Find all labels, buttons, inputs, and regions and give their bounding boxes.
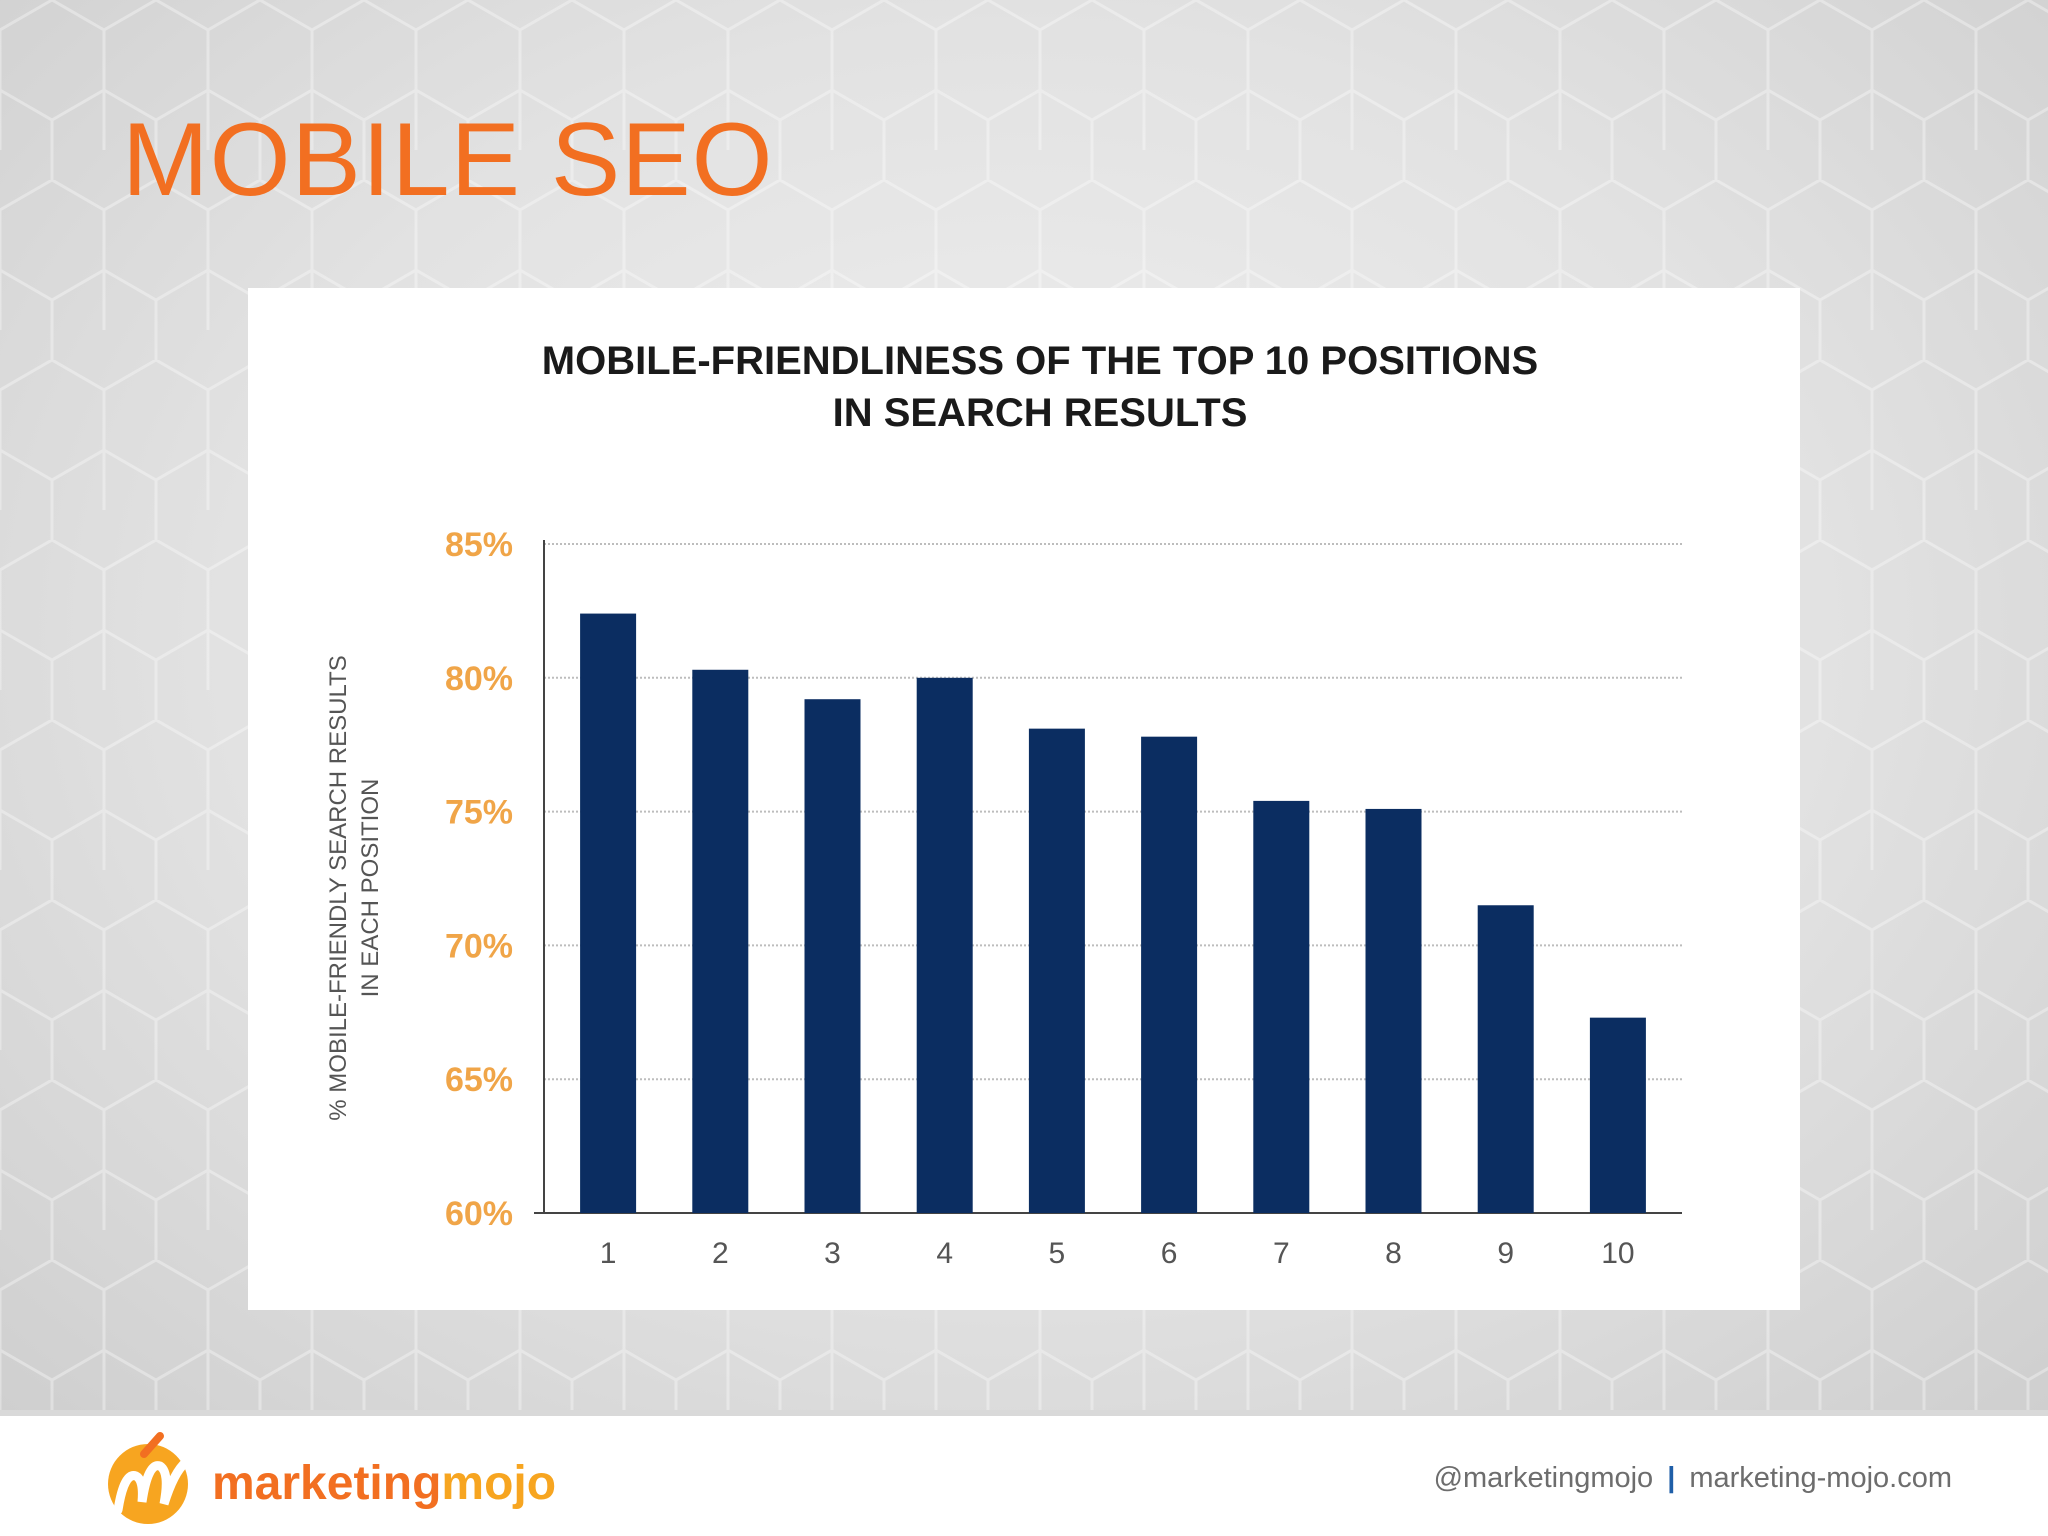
y-tick-label: 80% (445, 660, 513, 698)
footer-links: @marketingmojo | marketing-mojo.com (1434, 1462, 1952, 1495)
website-link[interactable]: marketing-mojo.com (1689, 1462, 1952, 1494)
twitter-handle[interactable]: @marketingmojo (1433, 1462, 1654, 1494)
y-tick-label: 60% (445, 1195, 513, 1233)
bar-position-10 (1589, 1017, 1646, 1213)
bar-position-3 (804, 699, 861, 1213)
x-tick-label: 1 (600, 1237, 617, 1270)
marketingmojo-logo-icon (108, 1432, 191, 1524)
y-tick-label: 70% (445, 927, 513, 965)
logo-wordmark: marketingmojo (212, 1456, 556, 1511)
x-tick-label: 9 (1497, 1237, 1514, 1270)
chart-card: MOBILE-FRIENDLINESS OF THE TOP 10 POSITI… (248, 288, 1800, 1310)
bar-position-7 (1253, 800, 1310, 1213)
chart-title-line: IN SEARCH RESULTS (833, 391, 1248, 435)
bar-position-1 (580, 613, 637, 1213)
x-tick-label: 2 (712, 1237, 729, 1270)
footer-separator: | (1667, 1462, 1676, 1494)
x-tick-label: 10 (1601, 1237, 1634, 1270)
y-tick-label: 85% (445, 526, 513, 564)
bar-position-6 (1141, 736, 1198, 1213)
y-tick-label: 75% (445, 794, 513, 832)
bar-position-2 (692, 669, 749, 1213)
logo-word-marketing: marketing (212, 1457, 442, 1510)
chart-title-line: MOBILE-FRIENDLINESS OF THE TOP 10 POSITI… (542, 339, 1538, 383)
bar-position-5 (1028, 728, 1085, 1213)
x-tick-label: 5 (1049, 1237, 1066, 1270)
y-tick-label: 65% (445, 1061, 513, 1099)
slide-title: MOBILE SEO (122, 102, 774, 218)
logo-word-mojo: mojo (441, 1457, 557, 1510)
y-axis-label-line: IN EACH POSITION (357, 779, 384, 998)
x-tick-label: 3 (824, 1237, 841, 1270)
bar-chart: MOBILE-FRIENDLINESS OF THE TOP 10 POSITI… (325, 339, 1682, 1270)
x-tick-label: 4 (936, 1237, 953, 1270)
y-axis-label-line: % MOBILE-FRIENDLY SEARCH RESULTS (325, 655, 352, 1120)
footer: marketingmojo @marketingmojo | marketing-m… (0, 1410, 2048, 1536)
x-tick-label: 7 (1273, 1237, 1290, 1270)
x-tick-label: 8 (1385, 1237, 1402, 1270)
bar-position-8 (1365, 808, 1422, 1213)
x-tick-label: 6 (1161, 1237, 1178, 1270)
bar-position-9 (1477, 905, 1534, 1213)
bar-position-4 (916, 677, 973, 1213)
